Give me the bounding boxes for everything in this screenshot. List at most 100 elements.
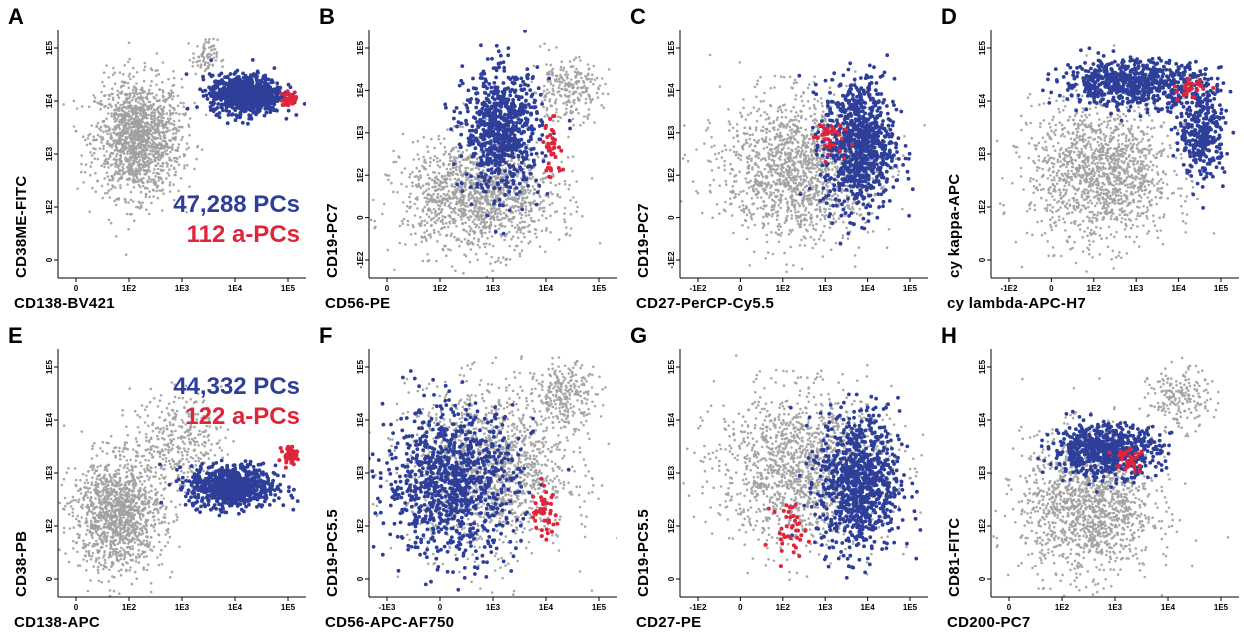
pcs-event-point — [506, 53, 511, 58]
all-event-point — [82, 181, 85, 184]
all-event-point — [99, 107, 102, 111]
pcs-event-point — [525, 153, 529, 158]
all-event-point — [541, 180, 545, 184]
pcs-event-point — [278, 85, 283, 90]
all-event-point — [109, 132, 112, 135]
pcs-event-point — [272, 102, 277, 107]
pcs-event-point — [489, 90, 494, 94]
all-event-point — [453, 235, 456, 239]
all-event-point — [548, 72, 551, 76]
all-event-point — [440, 174, 444, 178]
all-event-point — [408, 195, 411, 199]
plot-area — [58, 37, 306, 256]
all-event-point — [490, 209, 493, 213]
all-event-point — [201, 60, 205, 63]
all-event-point — [517, 209, 520, 212]
all-event-point — [142, 176, 145, 180]
all-event-point — [485, 200, 489, 204]
pcs-event-point — [534, 202, 539, 207]
all-event-point — [587, 113, 591, 116]
all-event-point — [451, 218, 455, 222]
all-event-point — [127, 86, 130, 90]
all-event-point — [132, 186, 136, 189]
all-event-point — [558, 80, 562, 83]
pcs-event-point — [515, 120, 519, 125]
all-event-point — [387, 174, 391, 177]
all-event-point — [576, 87, 579, 90]
pcs-event-point — [228, 72, 233, 76]
pcs-event-point — [528, 88, 533, 92]
all-event-point — [558, 83, 561, 87]
all-event-point — [153, 147, 157, 151]
all-event-point — [166, 165, 169, 168]
pcs-event-point — [479, 147, 484, 152]
pcs-event-point — [503, 153, 507, 158]
pcs-event-point — [217, 73, 222, 78]
all-event-point — [90, 124, 94, 127]
pcs-event-point — [246, 121, 250, 126]
all-event-point — [180, 77, 184, 81]
all-event-point — [516, 205, 519, 208]
all-event-point — [111, 128, 115, 131]
all-event-point — [406, 205, 409, 208]
all-event-point — [481, 217, 484, 221]
all-event-point — [461, 150, 465, 154]
all-event-point — [129, 173, 133, 176]
pcs-event-point — [264, 84, 269, 88]
pcs-event-point — [487, 107, 492, 112]
all-event-point — [518, 252, 522, 255]
all-event-point — [501, 216, 505, 220]
all-event-point — [425, 203, 429, 206]
all-event-point — [521, 186, 524, 189]
all-event-point — [154, 136, 157, 139]
all-event-point — [135, 71, 139, 74]
all-event-point — [478, 197, 482, 200]
all-event-point — [548, 203, 552, 207]
all-event-point — [105, 142, 109, 145]
pcs-event-point — [505, 87, 509, 91]
pcs-event-point — [511, 120, 515, 125]
all-event-point — [156, 136, 160, 140]
y-tick-label: 0 — [45, 257, 54, 262]
pcs-event-point — [452, 109, 457, 114]
all-event-point — [75, 107, 79, 110]
all-event-point — [495, 151, 499, 155]
all-event-point — [125, 166, 129, 169]
all-event-point — [115, 107, 119, 111]
all-event-point — [137, 119, 141, 122]
all-event-point — [88, 210, 91, 214]
all-event-point — [454, 211, 457, 215]
all-event-point — [433, 171, 437, 174]
all-event-point — [549, 63, 553, 67]
panel-letter: B — [319, 4, 335, 29]
all-event-point — [467, 155, 470, 159]
all-event-point — [458, 160, 462, 164]
all-event-point — [450, 232, 453, 235]
all-event-point — [438, 204, 442, 208]
all-event-point — [116, 89, 120, 93]
all-event-point — [203, 63, 207, 66]
all-event-point — [80, 162, 83, 166]
all-event-point — [581, 214, 584, 218]
pcs-event-point — [239, 85, 243, 90]
all-event-point — [460, 186, 463, 190]
pcs-event-point — [503, 192, 508, 197]
all-event-point — [155, 93, 158, 97]
all-event-point — [421, 192, 425, 196]
all-event-point — [172, 198, 176, 202]
all-event-point — [160, 189, 163, 193]
all-event-point — [482, 220, 486, 224]
all-event-point — [416, 139, 420, 143]
all-event-point — [141, 132, 145, 135]
all-event-point — [96, 157, 100, 161]
all-event-point — [437, 172, 441, 175]
pcs-event-point — [523, 30, 527, 33]
all-event-point — [439, 180, 443, 183]
all-event-point — [506, 159, 510, 163]
all-event-point — [135, 205, 138, 209]
all-event-point — [80, 170, 83, 174]
all-event-point — [545, 63, 548, 66]
pcs-event-point — [273, 97, 278, 102]
all-event-point — [409, 192, 412, 196]
all-event-point — [127, 114, 131, 117]
